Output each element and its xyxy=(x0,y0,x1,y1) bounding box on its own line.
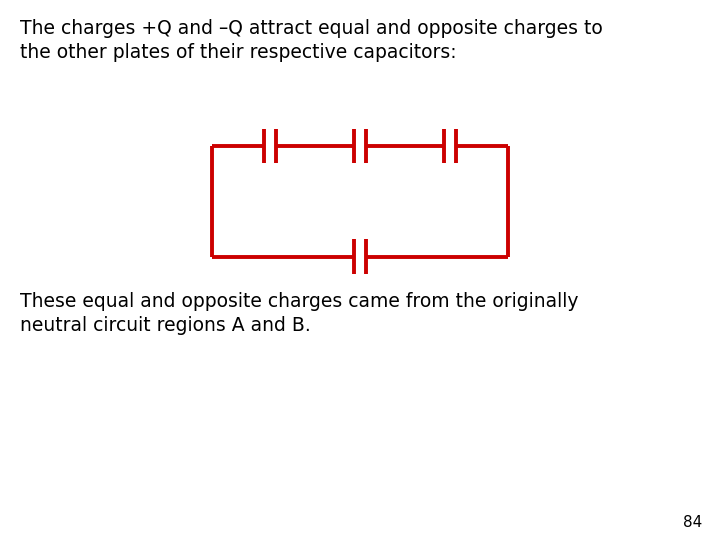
Text: 84: 84 xyxy=(683,515,702,530)
Text: These equal and opposite charges came from the originally
neutral circuit region: These equal and opposite charges came fr… xyxy=(20,292,579,335)
Text: The charges +Q and –Q attract equal and opposite charges to
the other plates of : The charges +Q and –Q attract equal and … xyxy=(20,19,603,62)
